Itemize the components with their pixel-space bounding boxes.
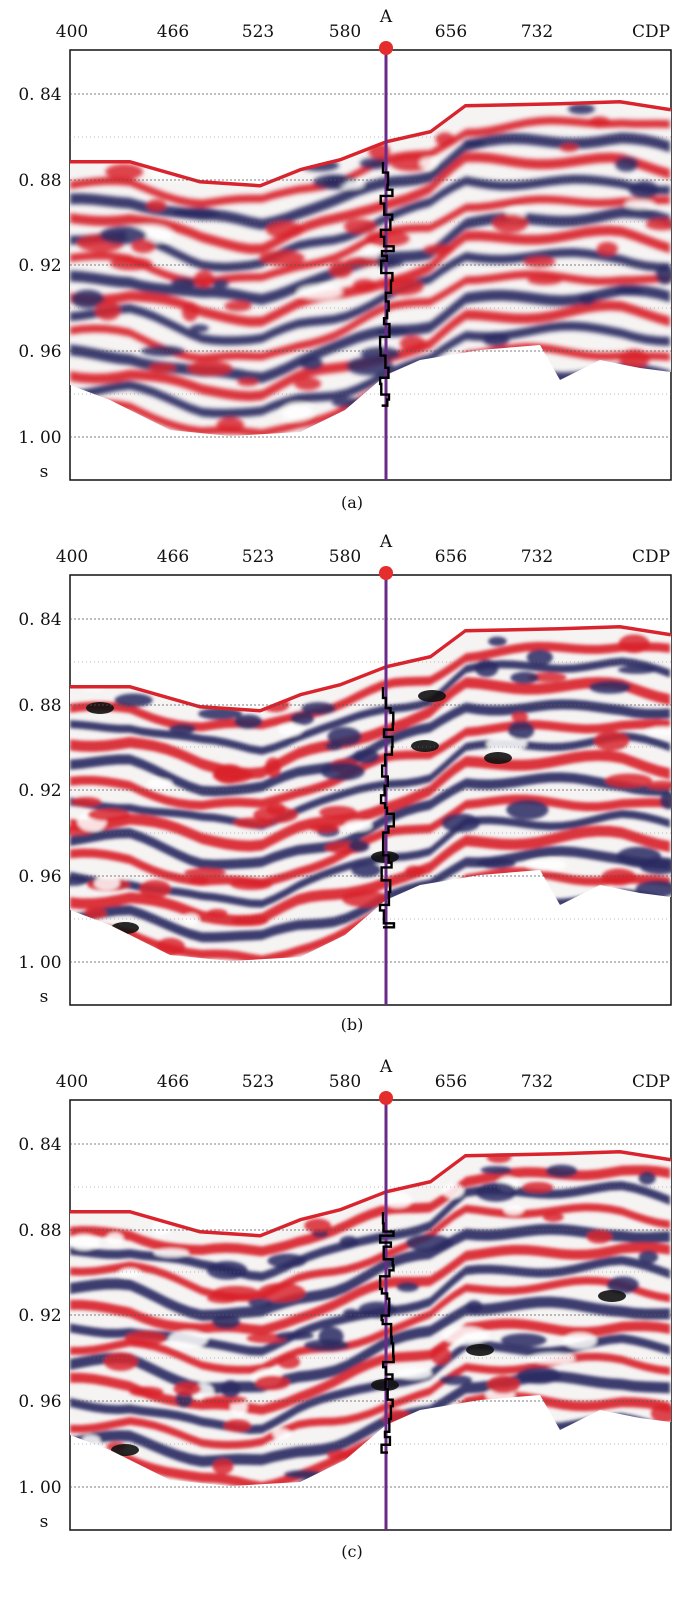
x-tick-label: 466 [157,1072,189,1092]
x-tick-label: 656 [435,1072,467,1092]
x-tick-label: 466 [157,547,189,567]
x-axis-unit: CDP [632,547,670,567]
y-tick-label: 0. 92 [18,781,61,801]
x-tick-label: 732 [521,547,553,567]
well-marker [379,1091,393,1105]
y-tick-label: 0. 92 [18,256,61,276]
y-tick-label: 0. 88 [18,696,61,716]
y-tick-label: 0. 84 [18,610,61,630]
well-label: A [379,1057,393,1077]
y-axis-unit: s [40,462,49,482]
well-label: A [379,532,393,552]
x-tick-label: 732 [521,22,553,42]
y-tick-label: 1. 00 [18,428,61,448]
x-tick-label: 523 [242,1072,274,1092]
x-tick-label: 523 [242,547,274,567]
y-tick-label: 0. 96 [18,1392,61,1412]
y-axis-unit: s [40,987,49,1007]
y-tick-label: 0. 96 [18,867,61,887]
x-tick-label: 732 [521,1072,553,1092]
panel-a: 400 466 523 580 656 732 CDP A 0. 84 0. 88 0. 92 0. … [0,0,700,525]
y-axis-unit: s [40,1512,49,1532]
x-tick-label: 400 [56,22,88,42]
seismic-section-b: 400 466 523 580 656 732 CDP A 0. 84 0. 88 0. 92 0. … [18,532,672,1034]
y-tick-label: 0. 88 [18,1221,61,1241]
seismic-section-c: 400 466 523 580 656 732 CDP A 0. 84 0. 88 0. 92 0. … [18,1057,672,1561]
well-log-curve [378,1212,395,1454]
well-marker [379,566,393,580]
x-tick-label: 400 [56,1072,88,1092]
panel-c: 400 466 523 580 656 732 CDP A 0. 84 0. 88 0. 92 0. … [0,1050,700,1615]
y-tick-label: 1. 00 [18,1478,61,1498]
well-marker [379,41,393,55]
x-tick-label: 580 [329,1072,361,1092]
x-tick-label: 400 [56,547,88,567]
x-tick-label: 466 [157,22,189,42]
x-tick-label: 580 [329,547,361,567]
y-tick-label: 1. 00 [18,953,61,973]
x-axis-unit: CDP [632,22,670,42]
y-tick-label: 0. 96 [18,342,61,362]
y-tick-label: 0. 84 [18,1135,61,1155]
x-tick-label: 580 [329,22,361,42]
y-tick-label: 0. 92 [18,1306,61,1326]
x-tick-label: 656 [435,547,467,567]
x-axis-unit: CDP [632,1072,670,1092]
panel-caption: (c) [341,1542,362,1561]
panel-caption: (a) [341,493,363,512]
well-label: A [379,7,393,27]
seismic-section-a: 400 466 523 580 656 732 CDP A 0. 84 0. 88 0. 92 0. … [18,7,672,512]
panel-caption: (b) [341,1015,364,1034]
y-tick-label: 0. 88 [18,171,61,191]
x-tick-label: 656 [435,22,467,42]
panel-b: 400 466 523 580 656 732 CDP A 0. 84 0. 88 0. 92 0. … [0,525,700,1050]
well-log-curve [378,162,395,407]
y-tick-label: 0. 84 [18,85,61,105]
well-log-curve [378,687,396,929]
x-tick-label: 523 [242,22,274,42]
